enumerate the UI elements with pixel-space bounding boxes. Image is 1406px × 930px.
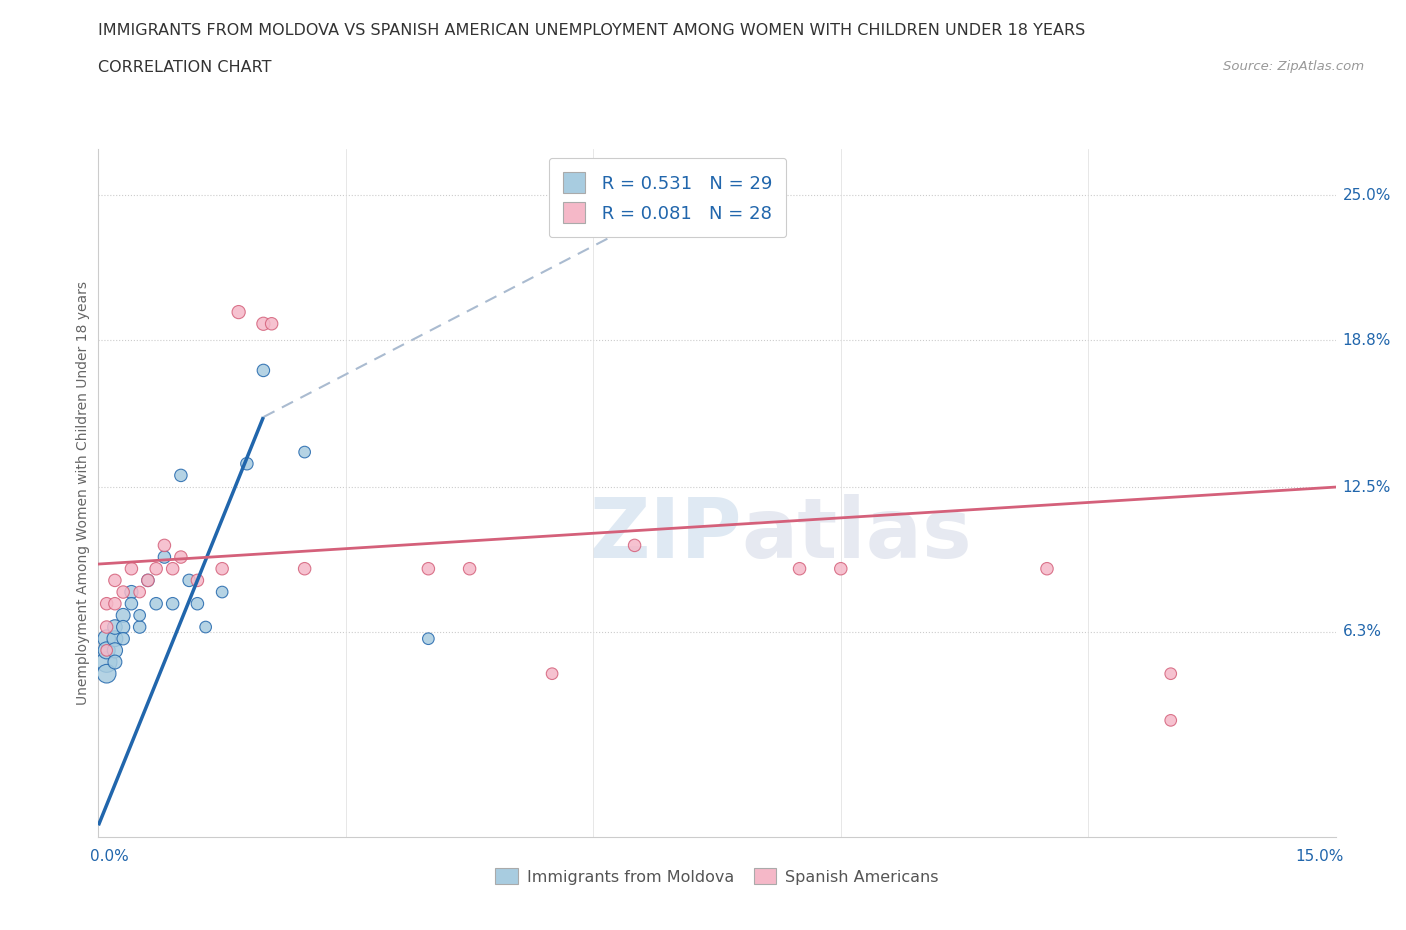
Point xyxy=(623,538,645,552)
Point xyxy=(170,468,193,483)
Point xyxy=(194,619,217,634)
Text: atlas: atlas xyxy=(742,494,973,575)
Point xyxy=(228,305,250,320)
Y-axis label: Unemployment Among Women with Children Under 18 years: Unemployment Among Women with Children U… xyxy=(76,281,90,705)
Point xyxy=(96,655,118,670)
Point xyxy=(112,619,135,634)
Text: ZIP: ZIP xyxy=(589,494,742,575)
Text: 15.0%: 15.0% xyxy=(1295,849,1344,864)
Point xyxy=(260,316,283,331)
Text: IMMIGRANTS FROM MOLDOVA VS SPANISH AMERICAN UNEMPLOYMENT AMONG WOMEN WITH CHILDR: IMMIGRANTS FROM MOLDOVA VS SPANISH AMERI… xyxy=(98,23,1085,38)
Point xyxy=(96,666,118,681)
Point xyxy=(112,585,135,600)
Point xyxy=(104,655,127,670)
Point xyxy=(136,573,159,588)
Point xyxy=(162,562,184,577)
Point xyxy=(104,573,127,588)
Text: CORRELATION CHART: CORRELATION CHART xyxy=(98,60,271,75)
Point xyxy=(1160,666,1182,681)
Point xyxy=(211,585,233,600)
Point xyxy=(104,596,127,611)
Point xyxy=(418,562,440,577)
Point xyxy=(179,573,201,588)
Text: 18.8%: 18.8% xyxy=(1343,333,1391,348)
Point xyxy=(162,596,184,611)
Point xyxy=(96,643,118,658)
Point xyxy=(186,573,208,588)
Point xyxy=(830,562,852,577)
Point xyxy=(1036,562,1059,577)
Point xyxy=(541,666,564,681)
Point xyxy=(128,608,150,623)
Legend: Immigrants from Moldova, Spanish Americans: Immigrants from Moldova, Spanish America… xyxy=(489,861,945,891)
Point xyxy=(294,445,316,459)
Text: Source: ZipAtlas.com: Source: ZipAtlas.com xyxy=(1223,60,1364,73)
Point xyxy=(96,643,118,658)
Point xyxy=(104,619,127,634)
Point xyxy=(294,562,316,577)
Text: 6.3%: 6.3% xyxy=(1343,624,1382,639)
Point xyxy=(128,619,150,634)
Point xyxy=(112,631,135,646)
Point xyxy=(1160,713,1182,728)
Point xyxy=(153,550,176,565)
Point xyxy=(153,538,176,552)
Point xyxy=(236,457,259,472)
Point xyxy=(104,631,127,646)
Point xyxy=(104,643,127,658)
Point xyxy=(170,550,193,565)
Text: 0.0%: 0.0% xyxy=(90,849,129,864)
Text: 12.5%: 12.5% xyxy=(1343,480,1391,495)
Point xyxy=(128,585,150,600)
Text: 25.0%: 25.0% xyxy=(1343,188,1391,203)
Point xyxy=(136,573,159,588)
Point xyxy=(252,316,274,331)
Point xyxy=(96,619,118,634)
Point xyxy=(582,200,605,215)
Point xyxy=(252,363,274,378)
Point xyxy=(120,596,142,611)
Point xyxy=(186,596,208,611)
Point xyxy=(145,596,167,611)
Point xyxy=(418,631,440,646)
Point xyxy=(96,631,118,646)
Point xyxy=(112,608,135,623)
Point xyxy=(211,562,233,577)
Point xyxy=(120,562,142,577)
Point xyxy=(789,562,811,577)
Point xyxy=(458,562,481,577)
Point xyxy=(96,596,118,611)
Point xyxy=(120,585,142,600)
Point xyxy=(145,562,167,577)
